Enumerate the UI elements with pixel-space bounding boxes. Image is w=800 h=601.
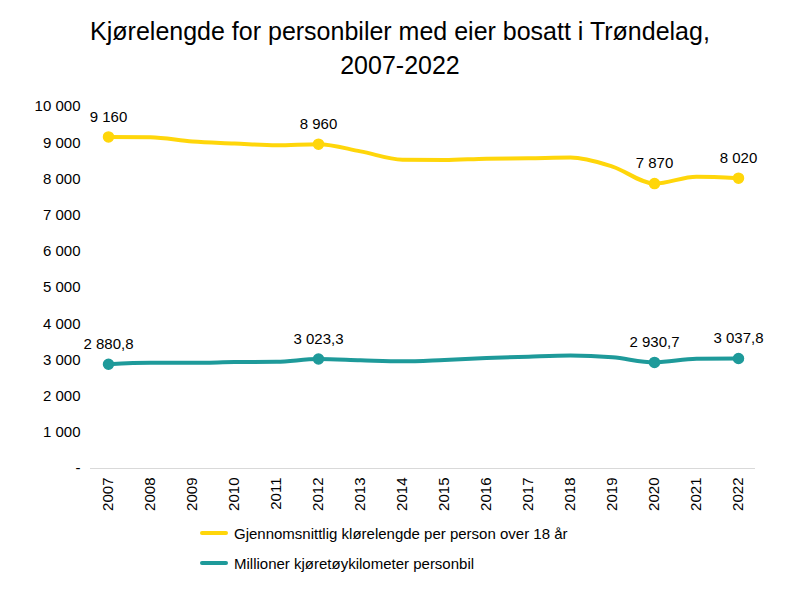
svg-text:3 037,8: 3 037,8 <box>713 329 763 346</box>
svg-text:8 020: 8 020 <box>720 149 758 166</box>
svg-text:2014: 2014 <box>393 478 410 511</box>
html-text:Kjørelengde for personbiler me: Kjørelengde for personbiler med eier bos… <box>90 17 710 79</box>
svg-text:10 000: 10 000 <box>35 97 81 114</box>
svg-text:4 000: 4 000 <box>43 315 81 332</box>
svg-text:7 870: 7 870 <box>636 154 674 171</box>
html-text:Gjennomsnittlig klørelengde pe: Gjennomsnittlig klørelengde per person o… <box>234 524 568 542</box>
svg-text:2013: 2013 <box>351 478 368 511</box>
svg-text:3 000: 3 000 <box>43 351 81 368</box>
svg-text:1 000: 1 000 <box>43 423 81 440</box>
svg-text:7 000: 7 000 <box>43 206 81 223</box>
svg-text:2018: 2018 <box>561 478 578 511</box>
svg-text:2010: 2010 <box>225 478 242 511</box>
svg-text:2 930,7: 2 930,7 <box>629 333 679 350</box>
svg-text:2011: 2011 <box>267 478 284 510</box>
svg-text:2012: 2012 <box>309 478 326 511</box>
svg-text:-: - <box>76 459 81 476</box>
svg-text:2021: 2021 <box>687 478 704 511</box>
svg-text:5 000: 5 000 <box>43 278 81 295</box>
svg-text:2009: 2009 <box>183 478 200 511</box>
svg-text:6 000: 6 000 <box>43 242 81 259</box>
svg-text:3 023,3: 3 023,3 <box>293 330 343 347</box>
svg-text:9 000: 9 000 <box>43 134 81 151</box>
svg-text:2016: 2016 <box>477 478 494 511</box>
svg-text:2 000: 2 000 <box>43 387 81 404</box>
html-text:Millioner kjøretøykilometer pe: Millioner kjøretøykilometer personbil <box>234 554 475 572</box>
svg-text:2008: 2008 <box>141 478 158 511</box>
svg-text:2019: 2019 <box>603 478 620 511</box>
svg-text:2007: 2007 <box>99 478 116 511</box>
svg-text:2020: 2020 <box>645 478 662 511</box>
svg-text:8 960: 8 960 <box>300 115 338 132</box>
svg-text:2015: 2015 <box>435 478 452 511</box>
svg-text:2022: 2022 <box>729 478 746 511</box>
svg-text:2017: 2017 <box>519 478 536 511</box>
svg-text:9 160: 9 160 <box>90 108 128 125</box>
svg-text:8 000: 8 000 <box>43 170 81 187</box>
svg-text:2 880,8: 2 880,8 <box>83 335 133 352</box>
